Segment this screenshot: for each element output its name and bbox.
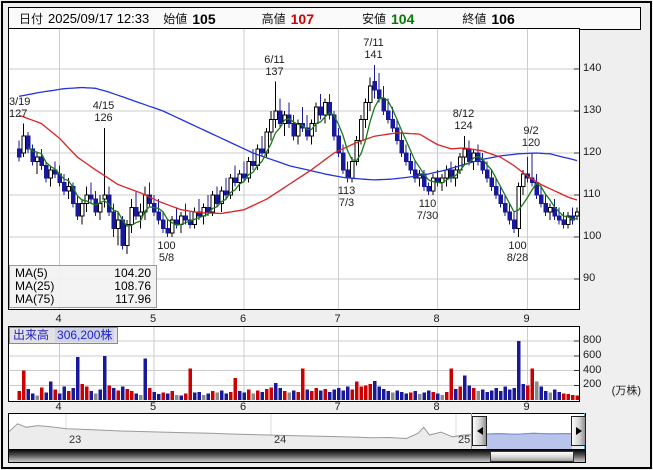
candlestick-svg bbox=[9, 29, 579, 309]
month-tick-label: 4 bbox=[55, 313, 62, 325]
ma25-row: MA(25) 108.76 bbox=[10, 280, 156, 293]
month-tick-label: 6 bbox=[239, 401, 247, 413]
ma5-row: MA(5) 104.20 bbox=[10, 267, 156, 280]
range-navigator[interactable] bbox=[8, 413, 586, 450]
volume-tick-label: 800 bbox=[583, 334, 602, 346]
quote-info-bar: 日付 2025/09/17 12:33 始値 105 高値 107 安値 104… bbox=[8, 7, 641, 30]
month-tick-label: 8 bbox=[433, 313, 440, 325]
chart-annotation: 3/19 127 bbox=[9, 95, 31, 120]
navigator-svg bbox=[9, 414, 585, 449]
date-value: 2025/09/17 12:33 bbox=[48, 11, 150, 26]
range-left-button[interactable] bbox=[472, 416, 487, 446]
arrow-left-icon bbox=[476, 427, 483, 435]
high-label: 高値 bbox=[261, 12, 286, 26]
ma75-row: MA(75) 117.96 bbox=[10, 293, 156, 306]
month-tick-label: 7 bbox=[334, 313, 341, 325]
chart-annotation: 4/15 126 bbox=[92, 99, 115, 124]
volume-tick-label: 600 bbox=[583, 348, 602, 361]
chart-annotation: 110 7/30 bbox=[416, 198, 439, 222]
ma-legend: MA(5) 104.20 MA(25) 108.76 MA(75) 117.96 bbox=[9, 265, 157, 308]
price-tick-label: 120 bbox=[583, 146, 602, 158]
month-tick-label: 9 bbox=[523, 313, 530, 325]
ma5-value: 104.20 bbox=[114, 266, 151, 280]
month-tick-label: 6 bbox=[239, 313, 247, 325]
chart-annotation: 100 8/28 bbox=[506, 240, 529, 264]
ma75-label: MA(75) bbox=[15, 292, 55, 306]
candlestick-chart[interactable] bbox=[8, 28, 580, 310]
volume-tick-label: 200 bbox=[583, 378, 602, 391]
chart-annotation: 6/11 137 bbox=[264, 53, 285, 78]
volume-unit-label: (万株) bbox=[611, 385, 641, 397]
ma5-label: MA(5) bbox=[15, 266, 48, 280]
chart-annotation: 100 5/8 bbox=[157, 240, 176, 264]
price-tick-label: 90 bbox=[583, 272, 596, 284]
low-label: 安値 bbox=[361, 12, 386, 26]
high-value: 107 bbox=[290, 10, 314, 27]
month-tick-label: 8 bbox=[433, 401, 440, 413]
close-value: 106 bbox=[491, 10, 515, 27]
volume-label: 出来高 bbox=[13, 328, 50, 342]
time-scrollbar-track[interactable] bbox=[8, 449, 586, 463]
ma25-value: 108.76 bbox=[114, 279, 151, 293]
volume-tick-label: 400 bbox=[583, 363, 602, 376]
ma75-value: 117.96 bbox=[115, 292, 151, 306]
low-value: 104 bbox=[391, 10, 415, 27]
price-tick-label: 100 bbox=[583, 230, 602, 242]
volume-svg bbox=[9, 327, 579, 401]
price-tick-label: 130 bbox=[583, 104, 602, 116]
price-tick-label: 110 bbox=[583, 188, 601, 200]
ma25-label: MA(25) bbox=[15, 279, 55, 293]
chart-annotation: 113 7/3 bbox=[337, 185, 356, 210]
chart-annotation: 7/11 141 bbox=[363, 36, 384, 61]
chart-annotation: 9/2 120 bbox=[521, 125, 541, 149]
month-tick-label: 4 bbox=[55, 401, 62, 413]
year-label: 25 bbox=[458, 434, 471, 446]
open-value: 105 bbox=[192, 10, 216, 27]
year-label: 24 bbox=[274, 434, 287, 446]
range-right-button[interactable] bbox=[571, 416, 586, 446]
month-tick-label: 9 bbox=[523, 401, 530, 413]
volume-value: 306,200株 bbox=[55, 328, 115, 342]
price-tick-label: 140 bbox=[583, 62, 602, 74]
month-tick-label: 5 bbox=[149, 401, 157, 413]
year-label: 23 bbox=[69, 434, 82, 446]
open-label: 始値 bbox=[163, 12, 188, 26]
date-label: 日付 bbox=[19, 12, 44, 26]
volume-readout: 出来高 306,200株 bbox=[9, 327, 119, 344]
arrow-right-icon bbox=[575, 427, 582, 435]
time-scrollbar-thumb[interactable] bbox=[490, 451, 574, 462]
chart-annotation: 8/12 124 bbox=[452, 108, 475, 133]
close-label: 終値 bbox=[462, 12, 487, 26]
selection-left-guide bbox=[471, 413, 472, 449]
month-tick-label: 7 bbox=[334, 401, 341, 413]
month-tick-label: 5 bbox=[149, 313, 157, 325]
